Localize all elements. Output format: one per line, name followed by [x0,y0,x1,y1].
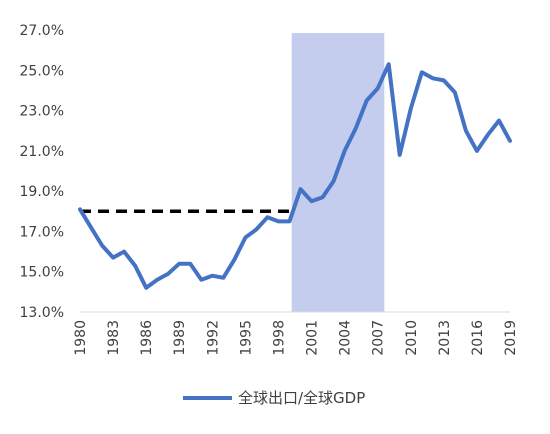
x-tick-label: 2010 [404,320,420,356]
x-tick-label: 1980 [73,320,89,356]
y-tick-label: 17.0% [20,224,64,240]
x-tick-label: 1995 [238,320,254,356]
legend-label: 全球出口/全球GDP [238,389,365,407]
x-tick-label: 1992 [205,320,221,356]
x-tick-label: 1989 [172,320,188,356]
series-line [78,62,512,290]
x-tick-label: 2019 [503,320,519,356]
x-tick-label: 2001 [305,320,321,356]
x-tick-label: 2004 [338,320,354,356]
x-tick-label: 1983 [106,320,122,356]
y-tick-label: 25.0% [20,63,64,79]
y-tick-label: 15.0% [20,265,64,281]
x-tick-label: 2016 [470,320,486,356]
y-tick-label: 27.0% [20,23,64,39]
x-tick-label: 1998 [271,320,287,356]
y-tick-label: 23.0% [20,104,64,120]
x-tick-label: 2007 [371,320,387,356]
y-tick-label: 19.0% [20,184,64,200]
x-tick-label: 2013 [437,320,453,356]
y-tick-label: 13.0% [20,305,64,321]
y-tick-label: 21.0% [20,144,64,160]
x-tick-label: 1986 [139,320,155,356]
